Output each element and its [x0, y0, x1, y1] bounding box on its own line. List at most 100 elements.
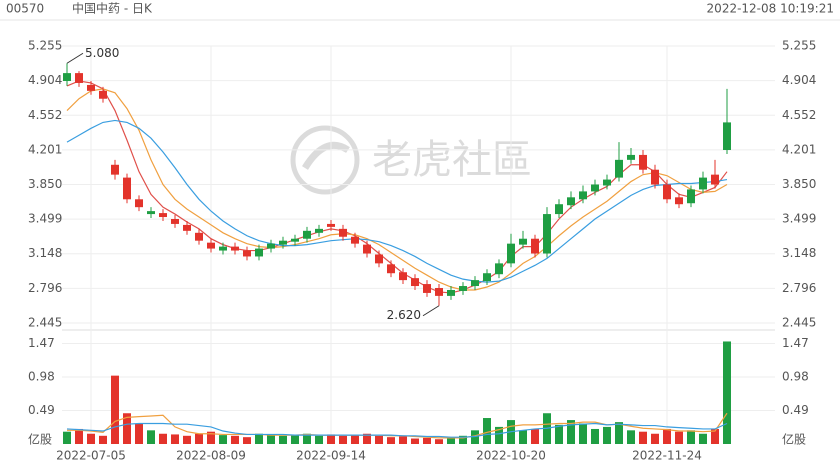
candle-body: [351, 236, 359, 244]
y-tick-label-left: 4.904: [28, 73, 62, 87]
volume-bar: [663, 428, 671, 444]
candle-body: [723, 122, 731, 150]
candle-body: [75, 73, 83, 83]
volume-bar: [615, 422, 623, 444]
candle-body: [327, 223, 335, 227]
volume-bar: [327, 434, 335, 444]
candle-body: [279, 240, 287, 245]
candle-body: [171, 219, 179, 224]
candle-body: [255, 248, 263, 257]
candle-body: [675, 197, 683, 205]
y-unit-right: 亿股: [782, 432, 806, 447]
candle-body: [135, 199, 143, 208]
x-tick-label: 2022-07-05: [56, 449, 126, 463]
y-tick-label-right: 5.255: [782, 39, 816, 53]
volume-bar: [75, 428, 83, 444]
candle-body: [579, 191, 587, 200]
y-tick-label-right: 3.148: [782, 246, 816, 260]
volume-bar: [687, 430, 695, 444]
stock-code: 00570: [6, 2, 44, 16]
y-tick-label-right: 4.552: [782, 108, 816, 122]
volume-bar: [699, 433, 707, 444]
candle-body: [663, 184, 671, 200]
candle-body: [387, 264, 395, 274]
volume-bar: [591, 428, 599, 444]
moving-average-line: [66, 88, 728, 291]
y-tick-label-left: 4.201: [28, 142, 62, 156]
volume-bar: [255, 433, 263, 444]
candle-body: [639, 154, 647, 170]
volume-bar: [171, 434, 179, 444]
volume-bar: [195, 433, 203, 444]
candle-body: [147, 211, 155, 215]
candle-body: [495, 263, 503, 275]
candle-body: [627, 154, 635, 160]
volume-bar: [123, 413, 131, 444]
candle-body: [267, 243, 275, 249]
volume-bar: [267, 434, 275, 444]
y-tick-label-right: 2.796: [782, 281, 816, 295]
stock-name: 中国中药 - 日K: [72, 1, 153, 16]
y-tick-label-left: 0.98: [28, 370, 55, 384]
candle-body: [159, 213, 167, 218]
volume-bar: [651, 433, 659, 444]
volume-bar: [363, 433, 371, 444]
volume-bar: [471, 430, 479, 444]
y-tick-label-right: 3.850: [782, 177, 816, 191]
candle-body: [507, 243, 515, 264]
volume-bar: [399, 436, 407, 444]
y-tick-label-left: 2.796: [28, 281, 62, 295]
y-tick-label-left: 1.47: [28, 336, 55, 350]
y-tick-label-right: 1.47: [782, 336, 809, 350]
volume-bar: [387, 437, 395, 444]
candle-body: [483, 273, 491, 282]
candle-body: [231, 246, 239, 251]
y-tick-label-right: 0.49: [782, 403, 809, 417]
volume-bar: [231, 435, 239, 444]
candle-body: [87, 84, 95, 91]
x-tick-label: 2022-09-14: [296, 449, 366, 463]
volume-bar: [375, 435, 383, 444]
candle-body: [603, 179, 611, 186]
volume-bar: [63, 431, 71, 444]
volume-bar: [303, 433, 311, 444]
candle-body: [435, 288, 443, 296]
y-tick-label-right: 4.904: [782, 73, 816, 87]
volume-bar: [519, 430, 527, 444]
volume-average-line: [66, 422, 728, 438]
watermark-text: 老虎社區: [372, 137, 532, 183]
timestamp: 2022-12-08 10:19:21: [707, 2, 834, 16]
volume-bar: [315, 435, 323, 444]
volume-bar: [639, 431, 647, 444]
candle-body: [567, 197, 575, 206]
candle-body: [699, 177, 707, 190]
volume-bar: [711, 428, 719, 444]
x-tick-label: 2022-11-24: [632, 449, 702, 463]
volume-bar: [435, 439, 443, 444]
annotation-leader: [422, 305, 440, 317]
y-tick-label-left: 3.850: [28, 177, 62, 191]
y-tick-label-left: 3.499: [28, 212, 62, 226]
y-tick-label-right: 2.445: [782, 316, 816, 330]
volume-bar: [495, 426, 503, 444]
candle-body: [411, 278, 419, 287]
candle-body: [687, 189, 695, 204]
volume-bar: [99, 435, 107, 444]
volume-bar: [243, 437, 251, 444]
volume-bar: [159, 433, 167, 444]
volume-bar: [291, 435, 299, 444]
y-tick-label-right: 3.499: [782, 212, 816, 226]
annotation-label: 5.080: [85, 46, 119, 60]
volume-bar: [183, 435, 191, 444]
candle-body: [471, 280, 479, 287]
y-tick-label-right: 0.98: [782, 370, 809, 384]
volume-bar: [483, 418, 491, 444]
volume-bar: [279, 435, 287, 444]
volume-bar: [723, 341, 731, 444]
candle-body: [375, 254, 383, 264]
volume-bar: [423, 437, 431, 444]
watermark: 老虎社區: [290, 125, 532, 195]
